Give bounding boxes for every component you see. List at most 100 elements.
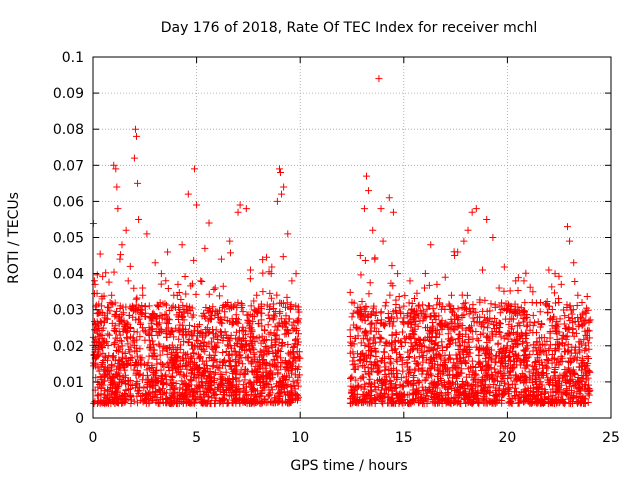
background-point [419, 367, 427, 375]
background-point [156, 311, 164, 319]
background-point [544, 364, 552, 372]
background-point [266, 289, 274, 297]
background-point [115, 320, 123, 328]
background-point [490, 320, 498, 328]
background-point [408, 342, 416, 350]
data-point [464, 226, 472, 234]
background-point [437, 355, 445, 363]
background-point [164, 320, 172, 328]
data-point [377, 205, 385, 213]
background-point [476, 359, 484, 367]
background-point [507, 303, 515, 311]
background-point [279, 339, 287, 347]
background-point [256, 347, 264, 355]
background-point [166, 386, 174, 394]
background-point [265, 268, 273, 276]
background-point [508, 323, 516, 331]
data-point [174, 280, 182, 288]
data-point [124, 277, 132, 285]
background-point [421, 270, 429, 278]
background-point [544, 309, 552, 317]
background-point [235, 334, 243, 342]
background-point [106, 307, 114, 315]
background-point [242, 390, 250, 398]
background-point [199, 341, 207, 349]
background-point [149, 352, 157, 360]
background-point [564, 340, 572, 348]
data-point [495, 284, 503, 292]
data-point [157, 270, 165, 278]
background-point [170, 393, 178, 401]
background-point [533, 338, 541, 346]
background-point [483, 315, 491, 323]
background-point [103, 315, 111, 323]
background-point [479, 329, 487, 337]
data-point [441, 273, 449, 281]
background-point [293, 335, 301, 343]
background-point [419, 301, 427, 309]
background-point [435, 367, 443, 375]
background-point [371, 254, 379, 262]
background-point [121, 366, 129, 374]
background-point [346, 375, 354, 383]
background-point [529, 288, 537, 296]
background-point [487, 356, 495, 364]
background-point [260, 395, 268, 403]
background-point [94, 310, 102, 318]
background-point [522, 269, 530, 277]
background-point [367, 320, 375, 328]
background-point [388, 262, 396, 270]
background-point [557, 352, 565, 360]
background-point [162, 371, 170, 379]
background-point [250, 297, 258, 305]
background-point [491, 315, 499, 323]
background-point [474, 383, 482, 391]
background-point [480, 365, 488, 373]
background-point [513, 361, 521, 369]
background-point [581, 327, 589, 335]
background-point [474, 389, 482, 397]
background-point [205, 290, 213, 298]
background-point [560, 320, 568, 328]
background-point [476, 298, 484, 306]
background-point [515, 399, 523, 407]
data-point [433, 280, 441, 288]
background-point [413, 389, 421, 397]
background-point [348, 340, 356, 348]
background-point [529, 311, 537, 319]
data-point [537, 298, 545, 306]
background-point [118, 337, 126, 345]
background-point [491, 301, 499, 309]
background-point [195, 321, 203, 329]
background-point [370, 302, 378, 310]
background-point [126, 356, 134, 364]
background-point [365, 369, 373, 377]
background-point [167, 373, 175, 381]
background-point [376, 338, 384, 346]
background-point [117, 251, 125, 259]
background-point [182, 290, 190, 298]
background-point [358, 298, 366, 306]
background-point [514, 286, 522, 294]
data-point [406, 277, 414, 285]
background-point [384, 314, 392, 322]
data-point [184, 190, 192, 198]
background-point [469, 335, 477, 343]
x-tick-label: 15 [395, 430, 413, 446]
background-point [281, 365, 289, 373]
background-point [506, 287, 514, 295]
background-point [572, 349, 580, 357]
data-point [110, 161, 118, 169]
background-point [267, 342, 275, 350]
background-point [495, 328, 503, 336]
background-point [395, 304, 403, 312]
data-point [369, 226, 377, 234]
background-point [219, 349, 227, 357]
background-point [459, 347, 467, 355]
background-point [282, 312, 290, 320]
background-point [136, 333, 144, 341]
background-point [136, 383, 144, 391]
y-tick-label: 0.1 [62, 50, 84, 66]
background-point [142, 309, 150, 317]
